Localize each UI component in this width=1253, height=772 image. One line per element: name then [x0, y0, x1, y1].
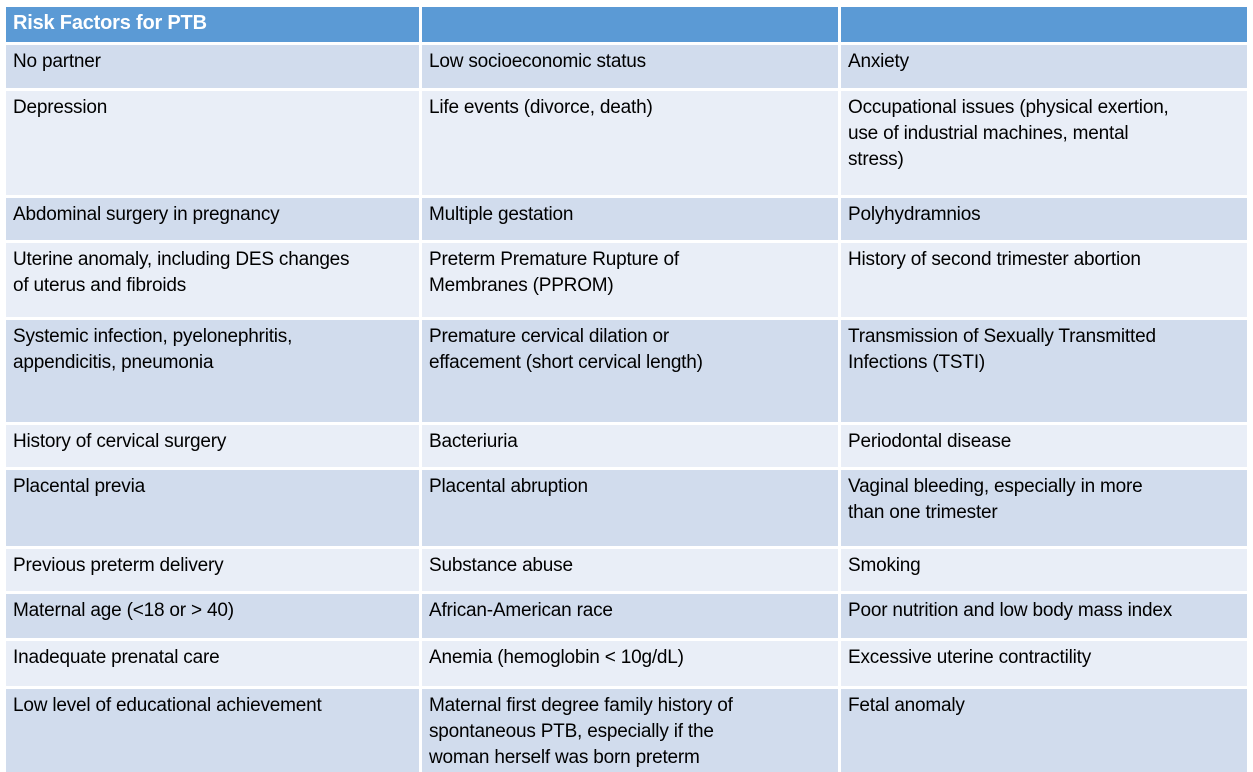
table-row: Previous preterm delivery Substance abuse… [6, 549, 1247, 591]
table-cell: Occupational issues (physical exertion, … [841, 91, 1247, 195]
table-cell: Depression [6, 91, 419, 195]
table-cell: Low socioeconomic status [422, 45, 838, 88]
table-cell: Anemia (hemoglobin < 10g/dL) [422, 641, 838, 686]
table-cell: Anxiety [841, 45, 1247, 88]
table-cell: Abdominal surgery in pregnancy [6, 198, 419, 240]
header-row: Risk Factors for PTB [6, 7, 1247, 42]
table-cell: Placental previa [6, 470, 419, 546]
table-body: No partner Low socioeconomic status Anxiet… [6, 45, 1247, 772]
table-cell: Placental abruption [422, 470, 838, 546]
table-title: Risk Factors for PTB [6, 7, 419, 42]
table-row: Maternal age (<18 or > 40) African-Americ… [6, 594, 1247, 638]
table-cell: Preterm Premature Rupture of Membranes (… [422, 243, 838, 317]
table-cell: Systemic infection, pyelonephritis, appe… [6, 320, 419, 422]
slide: Risk Factors for PTB No partner Low socio… [0, 4, 1253, 772]
table-cell: Polyhydramnios [841, 198, 1247, 240]
table-row: History of cervical surgery Bacteriuria Pe… [6, 425, 1247, 467]
table-row: Uterine anomaly, including DES changes o… [6, 243, 1247, 317]
table-cell: Uterine anomaly, including DES changes o… [6, 243, 419, 317]
table-row: No partner Low socioeconomic status Anxiet… [6, 45, 1247, 88]
table-cell: Poor nutrition and low body mass index [841, 594, 1247, 638]
table-cell: History of second trimester abortion [841, 243, 1247, 317]
table-cell: History of cervical surgery [6, 425, 419, 467]
table-row: Systemic infection, pyelonephritis, appe… [6, 320, 1247, 422]
table-cell: Multiple gestation [422, 198, 838, 240]
table-cell: Smoking [841, 549, 1247, 591]
table-cell: Low level of educational achievement [6, 689, 419, 772]
table-cell: No partner [6, 45, 419, 88]
table-cell: Maternal age (<18 or > 40) [6, 594, 419, 638]
table-cell: African-American race [422, 594, 838, 638]
table-row: Placental previa Placental abruption Vagin… [6, 470, 1247, 546]
table-cell: Vaginal bleeding, especially in more tha… [841, 470, 1247, 546]
header-cell-empty [422, 7, 838, 42]
table-cell: Inadequate prenatal care [6, 641, 419, 686]
header-cell-empty [841, 7, 1247, 42]
table-row: Abdominal surgery in pregnancy Multiple g… [6, 198, 1247, 240]
table-cell: Life events (divorce, death) [422, 91, 838, 195]
table-cell: Substance abuse [422, 549, 838, 591]
table-cell: Previous preterm delivery [6, 549, 419, 591]
risk-factors-table: Risk Factors for PTB No partner Low socio… [3, 4, 1250, 772]
table-cell: Bacteriuria [422, 425, 838, 467]
table-cell: Maternal first degree family history of … [422, 689, 838, 772]
table-row: Low level of educational achievement Mate… [6, 689, 1247, 772]
table-cell: Excessive uterine contractility [841, 641, 1247, 686]
table-cell: Fetal anomaly [841, 689, 1247, 772]
table-row: Inadequate prenatal care Anemia (hemoglob… [6, 641, 1247, 686]
table-cell: Transmission of Sexually Transmitted Inf… [841, 320, 1247, 422]
table-row: Depression Life events (divorce, death) Oc… [6, 91, 1247, 195]
table-cell: Premature cervical dilation or effacemen… [422, 320, 838, 422]
table-cell: Periodontal disease [841, 425, 1247, 467]
